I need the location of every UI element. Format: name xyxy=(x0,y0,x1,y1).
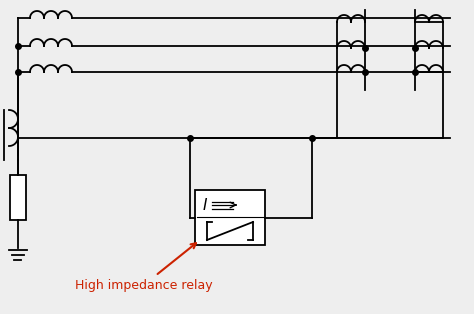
Text: $\mathit{I}$: $\mathit{I}$ xyxy=(202,197,208,213)
Text: High impedance relay: High impedance relay xyxy=(75,243,213,291)
Bar xyxy=(195,190,265,245)
Bar xyxy=(10,175,26,220)
